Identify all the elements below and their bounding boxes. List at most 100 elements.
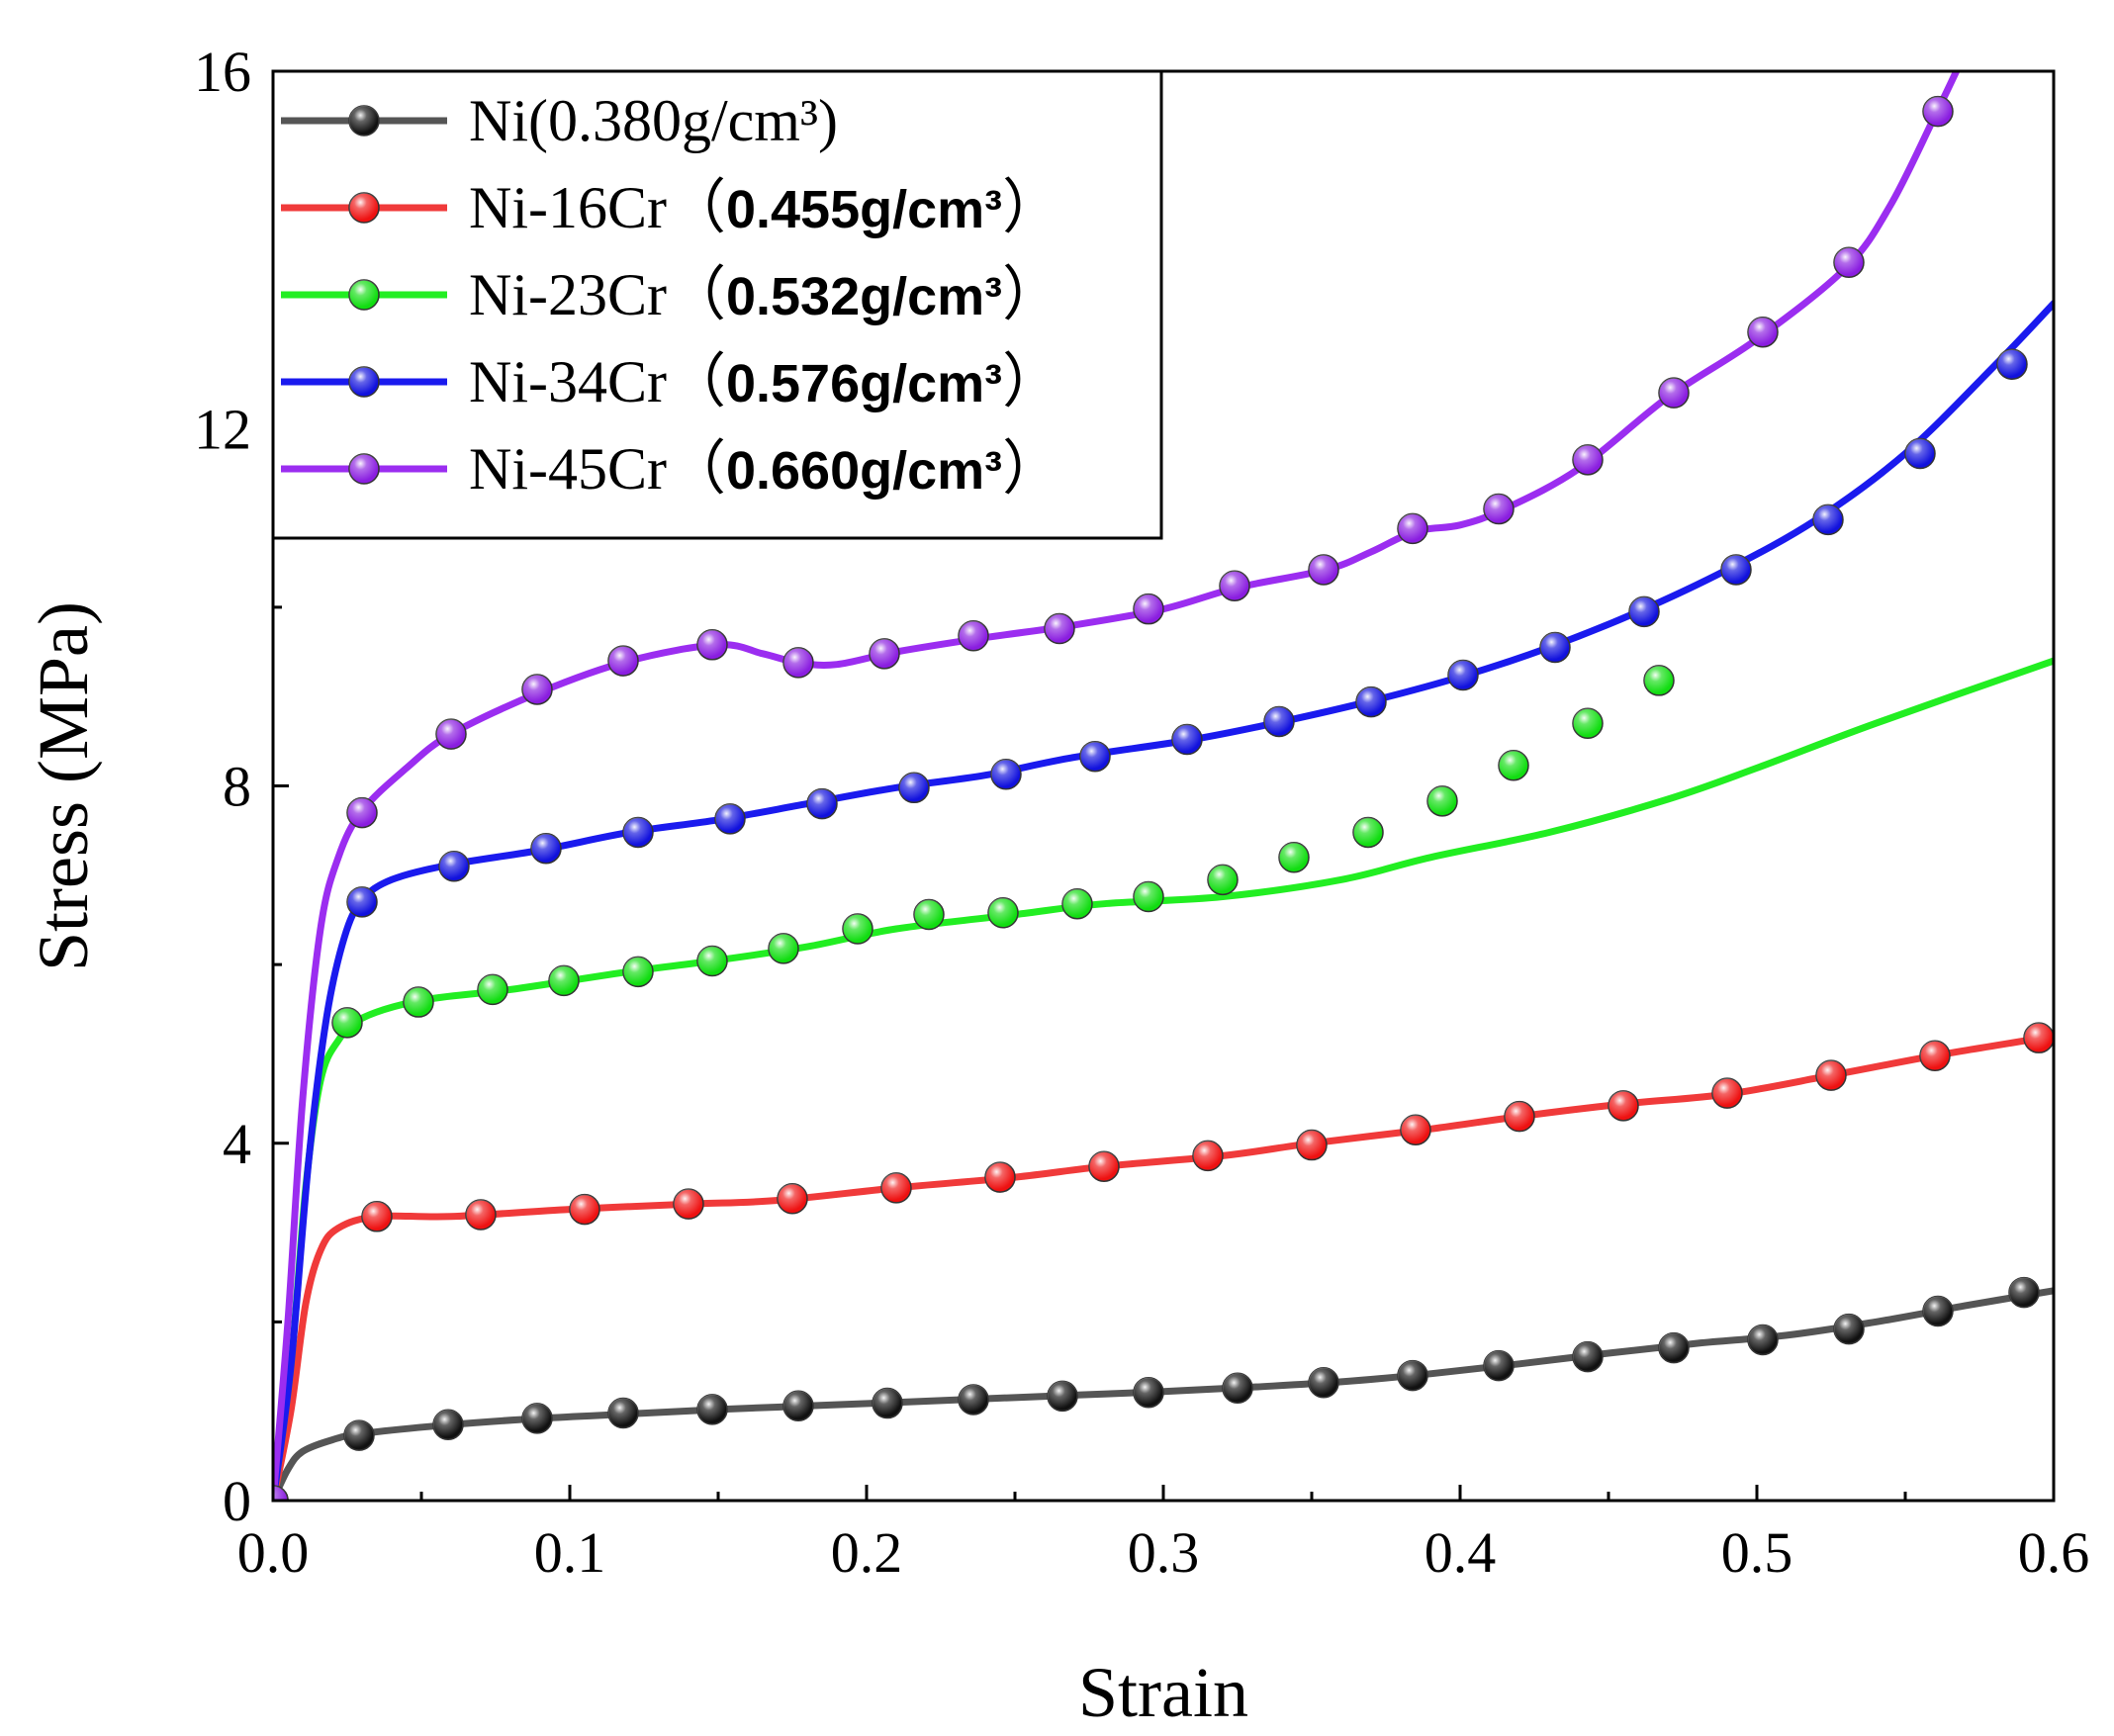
series-line xyxy=(273,71,1961,1501)
data-point xyxy=(1447,659,1479,691)
data-point xyxy=(1219,570,1250,601)
data-point xyxy=(673,1188,704,1220)
legend-entry: Ni-45Cr（0.660g/cm³） xyxy=(281,436,1061,502)
data-point xyxy=(432,1409,464,1440)
data-point xyxy=(990,759,1022,790)
data-point xyxy=(1996,348,2028,380)
data-point xyxy=(530,832,562,865)
data-point xyxy=(1922,95,1954,128)
data-point xyxy=(872,1387,903,1419)
data-point xyxy=(403,986,434,1018)
data-point xyxy=(1658,377,1690,409)
data-point xyxy=(1397,512,1428,545)
data-point xyxy=(777,1182,808,1215)
data-point xyxy=(913,898,945,931)
data-point xyxy=(622,816,654,849)
data-point xyxy=(607,1397,639,1429)
data-point xyxy=(1833,1313,1865,1345)
data-point xyxy=(1133,593,1164,625)
data-point xyxy=(1483,493,1515,525)
y-axis-ticks: 0 4 8 12 16 xyxy=(194,40,289,1533)
legend-marker xyxy=(348,366,380,398)
x-tick-label: 0.5 xyxy=(1721,1520,1793,1585)
data-point xyxy=(1904,437,1936,470)
data-point xyxy=(1044,612,1075,645)
data-point xyxy=(1079,740,1111,773)
legend-marker xyxy=(348,279,380,311)
data-point xyxy=(548,964,580,997)
series-1 xyxy=(273,1022,2054,1501)
data-point xyxy=(1539,631,1571,664)
data-point xyxy=(1426,785,1458,817)
data-point xyxy=(2008,1276,2040,1309)
y-tick-label: 4 xyxy=(223,1112,251,1176)
data-point xyxy=(331,1007,363,1039)
data-point xyxy=(869,638,900,670)
data-point xyxy=(1498,749,1529,781)
data-point xyxy=(1278,842,1310,873)
data-point xyxy=(1720,554,1752,586)
legend-label: Ni-34Cr（0.576g/cm³） xyxy=(469,349,1061,414)
data-point xyxy=(842,913,873,945)
data-point xyxy=(1171,723,1203,756)
data-point xyxy=(607,645,639,677)
data-point xyxy=(1504,1100,1535,1133)
x-tick-label: 0.0 xyxy=(237,1520,310,1585)
y-axis-title: Stress (MPa) xyxy=(24,601,103,971)
data-point xyxy=(346,796,378,829)
data-point xyxy=(1400,1114,1431,1145)
y-tick-label: 12 xyxy=(194,397,251,461)
data-point xyxy=(1747,1324,1779,1356)
data-point xyxy=(987,896,1019,929)
x-tick-label: 0.4 xyxy=(1425,1520,1497,1585)
plot-frame xyxy=(271,69,2056,1503)
data-point xyxy=(1643,665,1675,696)
data-point xyxy=(521,1403,553,1434)
data-point xyxy=(1061,887,1093,920)
y-tick-label: 0 xyxy=(223,1469,251,1533)
legend-entry: Ni-23Cr（0.532g/cm³） xyxy=(281,262,1061,327)
x-tick-label: 0.6 xyxy=(2018,1520,2090,1585)
data-point xyxy=(1133,880,1164,913)
data-point xyxy=(1711,1077,1743,1109)
x-axis-ticks: 0.0 0.1 0.2 0.3 0.4 0.5 0.6 xyxy=(237,1485,2090,1585)
legend-label: Ni(0.380g/cm³) xyxy=(469,88,838,153)
data-point xyxy=(521,674,553,705)
legend-entry: Ni(0.380g/cm³) xyxy=(281,88,838,153)
data-point xyxy=(1296,1129,1328,1161)
data-point xyxy=(1207,864,1239,896)
legend-box xyxy=(271,69,1163,540)
data-point xyxy=(1922,1295,1954,1327)
data-point xyxy=(1608,1090,1639,1122)
data-point xyxy=(1222,1372,1253,1404)
legend: Ni(0.380g/cm³) Ni-16Cr（0.455g/cm³） Ni-23Cr… xyxy=(271,69,1163,540)
data-point xyxy=(1572,1340,1604,1373)
data-point xyxy=(361,1201,393,1233)
data-point xyxy=(435,718,467,750)
data-point xyxy=(438,851,470,882)
data-point xyxy=(622,956,654,988)
data-point xyxy=(806,787,838,820)
data-point xyxy=(1919,1040,1951,1071)
data-point xyxy=(2023,1022,2054,1053)
legend-label: Ni-23Cr（0.532g/cm³） xyxy=(469,262,1061,327)
data-point xyxy=(1833,246,1865,279)
series-3 xyxy=(273,300,2054,1501)
data-point xyxy=(273,1485,289,1501)
series-layer xyxy=(273,71,2054,1501)
data-point xyxy=(569,1193,600,1226)
data-point xyxy=(1815,1059,1847,1091)
data-point xyxy=(1088,1150,1120,1182)
data-point xyxy=(477,973,508,1006)
data-point xyxy=(1397,1359,1428,1392)
data-point xyxy=(984,1161,1016,1193)
x-axis-title: Strain xyxy=(1078,1653,1248,1732)
x-tick-label: 0.1 xyxy=(534,1520,606,1585)
data-point xyxy=(1263,705,1295,738)
data-point xyxy=(1628,595,1660,628)
data-point xyxy=(958,1384,989,1416)
legend-label: Ni-16Cr（0.455g/cm³） xyxy=(469,175,1061,240)
series-2 xyxy=(273,657,2054,1501)
legend-entry: Ni-34Cr（0.576g/cm³） xyxy=(281,349,1061,414)
